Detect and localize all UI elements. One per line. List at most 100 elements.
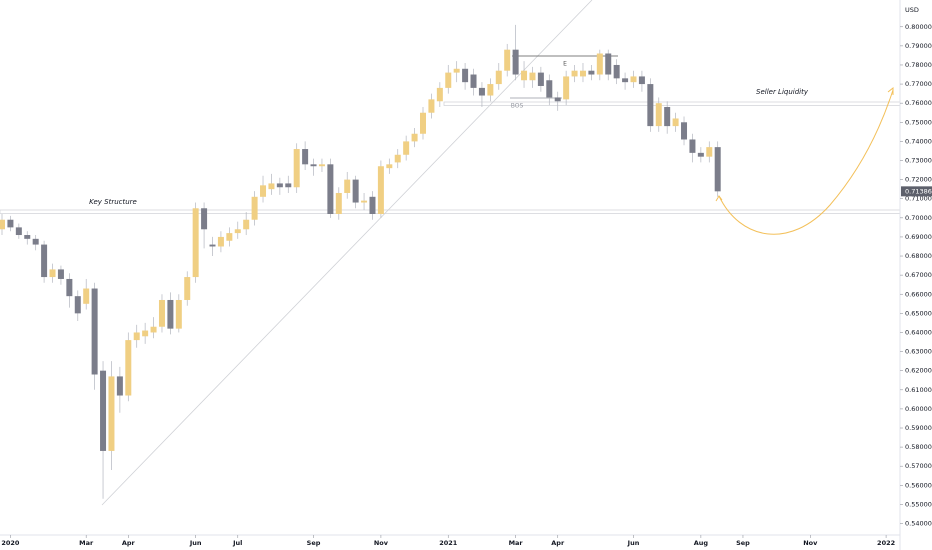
candle-body	[15, 227, 22, 236]
y-tick-label: 0.76000	[905, 99, 932, 107]
y-tick-label: 0.75000	[905, 118, 932, 126]
annotation: Key Structure	[89, 198, 137, 206]
y-tick-label: 0.55000	[905, 500, 932, 508]
y-tick-label: 0.79000	[905, 42, 932, 50]
candle-body	[655, 103, 662, 127]
candle-body	[596, 53, 603, 75]
candle-body	[184, 277, 191, 300]
y-tick-label: 0.66000	[905, 290, 932, 298]
x-tick-label: Jun	[627, 539, 640, 547]
y-tick-label: 0.80000	[905, 23, 932, 31]
x-tick-label: 2022	[877, 539, 895, 547]
candle-body	[605, 53, 612, 75]
candle-body	[546, 80, 553, 98]
candle-body	[487, 84, 494, 96]
y-tick-label: 0.56000	[905, 481, 932, 489]
y-tick-label: 0.64000	[905, 328, 932, 336]
currency-label: USD	[905, 6, 919, 14]
candle-body	[293, 149, 300, 188]
last-price-label: 0.71386	[905, 187, 932, 195]
candle-body	[512, 49, 519, 75]
y-tick-label: 0.58000	[905, 443, 932, 451]
annotation: Seller Liquidity	[756, 88, 809, 96]
candle-body	[470, 74, 477, 88]
candle-body	[318, 164, 325, 167]
candle-body	[276, 183, 283, 188]
x-tick-label: Sep	[307, 539, 321, 547]
candle-body	[714, 147, 721, 192]
candle-body	[571, 70, 578, 77]
candle-body	[706, 147, 713, 157]
x-tick-label: Aug	[694, 539, 709, 547]
candle-body	[478, 87, 485, 96]
candle-body	[664, 107, 671, 127]
candle-body	[377, 166, 384, 214]
y-tick-label: 0.62000	[905, 367, 932, 375]
x-tick-label: Sep	[736, 539, 750, 547]
last-price-box	[901, 186, 932, 197]
candle-body	[24, 235, 31, 239]
candle-body	[436, 87, 443, 102]
annotation: E	[563, 61, 567, 68]
candle-body	[32, 238, 39, 245]
x-tick-label: Nov	[374, 539, 389, 547]
candle-body	[537, 72, 544, 86]
candle-body	[344, 179, 351, 193]
y-tick-label: 0.61000	[905, 386, 932, 394]
annotation: BOS	[511, 103, 524, 110]
y-tick-label: 0.57000	[905, 462, 932, 470]
candle-body	[66, 278, 73, 297]
candle-body	[495, 70, 502, 85]
candle-body	[74, 296, 81, 314]
projection-curve	[718, 89, 894, 235]
candle-body	[403, 141, 410, 155]
candle-body	[209, 244, 216, 247]
y-tick-label: 0.67000	[905, 271, 932, 279]
candle-body	[108, 376, 115, 451]
candle-body	[285, 183, 292, 188]
candle-body	[638, 76, 645, 85]
y-tick-label: 0.72000	[905, 176, 932, 184]
candle-body	[369, 196, 376, 214]
candle-body	[613, 64, 620, 79]
candle-body	[7, 219, 14, 228]
candle-body	[0, 219, 5, 230]
candle-body	[335, 192, 342, 214]
candle-body	[681, 122, 688, 140]
candle-body	[83, 288, 90, 304]
candle-body	[462, 68, 469, 83]
x-tick-label: Nov	[803, 539, 818, 547]
candle-body	[563, 76, 570, 100]
candle-body	[243, 219, 250, 230]
candle-body	[234, 229, 241, 234]
candle-body	[386, 164, 393, 169]
y-tick-label: 0.74000	[905, 137, 932, 145]
y-tick-label: 0.65000	[905, 309, 932, 317]
y-tick-label: 0.70000	[905, 214, 932, 222]
candle-body	[689, 139, 696, 153]
projection-arrow	[887, 86, 894, 95]
candle-body	[630, 76, 637, 83]
candle-body	[158, 299, 165, 327]
candle-body	[579, 70, 586, 77]
x-tick-label: Apr	[551, 539, 565, 547]
candle-body	[57, 269, 64, 279]
x-tick-label: 2020	[1, 539, 20, 547]
y-tick-label: 0.63000	[905, 348, 932, 356]
candle-body	[192, 208, 199, 278]
candle-body	[529, 72, 536, 81]
candle-body	[428, 99, 435, 113]
candle-body	[310, 164, 317, 167]
y-tick-label: 0.69000	[905, 233, 932, 241]
candle-body	[588, 70, 595, 75]
candle-body	[554, 97, 561, 102]
candle-body	[125, 340, 132, 396]
candle-body	[201, 208, 208, 230]
y-tick-label: 0.54000	[905, 520, 932, 528]
candle-body	[697, 152, 704, 157]
candle-body	[91, 288, 98, 375]
candle-body	[453, 68, 460, 73]
x-tick-label: Mar	[509, 539, 524, 547]
